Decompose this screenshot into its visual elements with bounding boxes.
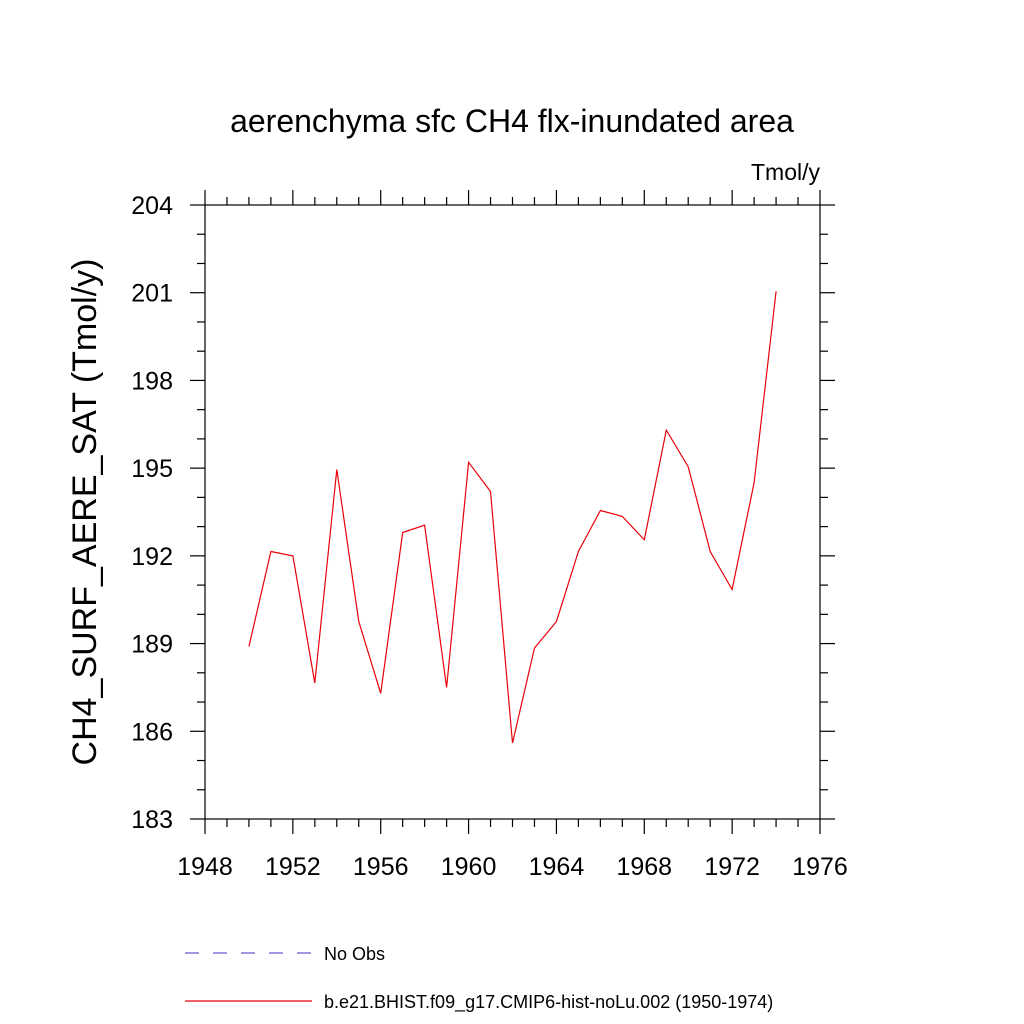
x-axis: 1948 1952 1956 1960 1964 1968 1972 1976	[177, 190, 848, 881]
y-tick-label: 192	[131, 543, 173, 571]
y-tick-label: 198	[131, 367, 173, 395]
x-tick-label: 1948	[177, 853, 233, 881]
y-tick-label: 189	[131, 631, 173, 659]
y-tick-label: 204	[131, 192, 173, 220]
plot-frame	[204, 204, 821, 820]
x-tick-label: 1960	[441, 853, 497, 881]
units-label: Tmol/y	[751, 159, 821, 185]
x-tick-label: 1952	[265, 853, 321, 881]
series-layer	[248, 291, 777, 744]
legend-item-model-run: b.e21.BHIST.f09_g17.CMIP6-hist-noLu.002 …	[185, 992, 773, 1013]
series-line-0	[248, 291, 777, 744]
legend-label-model-run: b.e21.BHIST.f09_g17.CMIP6-hist-noLu.002 …	[324, 992, 773, 1013]
y-tick-label: 195	[131, 455, 173, 483]
x-tick-label: 1956	[353, 853, 409, 881]
y-axis: 183 186 189 192 195 198 201 204	[131, 192, 835, 834]
y-tick-label: 201	[131, 280, 173, 308]
y-axis-label: CH4_SURF_AERE_SAT (Tmol/y)	[66, 259, 104, 766]
x-tick-label: 1968	[616, 853, 672, 881]
chart-title: aerenchyma sfc CH4 flx-inundated area	[230, 103, 794, 139]
legend-item-no-obs: No Obs	[185, 944, 385, 964]
x-tick-label: 1964	[529, 853, 585, 881]
y-tick-label: 186	[131, 718, 173, 746]
y-tick-label: 183	[131, 806, 173, 834]
x-tick-label: 1976	[792, 853, 848, 881]
legend-label-no-obs: No Obs	[324, 944, 385, 964]
legend: No Obs b.e21.BHIST.f09_g17.CMIP6-hist-no…	[185, 944, 773, 1013]
x-tick-label: 1972	[704, 853, 760, 881]
